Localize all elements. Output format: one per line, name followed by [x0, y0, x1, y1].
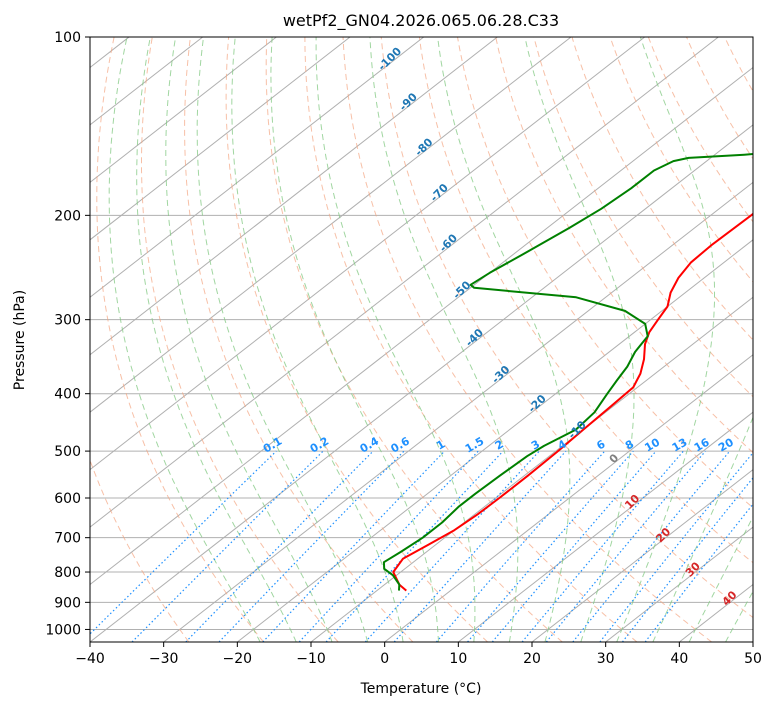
mixing-ratio-line	[325, 450, 504, 642]
moist-adiabat-line	[524, 37, 635, 642]
x-axis-label: Temperature (°C)	[360, 681, 482, 697]
mixing-ratio-line	[521, 450, 684, 642]
x-tick-label: −40	[75, 651, 105, 667]
dry-adiabat-line	[96, 37, 264, 642]
moist-adiabat-line	[136, 37, 297, 642]
moist-adiabat-line	[231, 37, 404, 642]
y-tick-label: 200	[54, 208, 81, 224]
y-tick-label: 500	[54, 444, 81, 460]
sounding-series	[382, 153, 753, 592]
dry-adiabat-line	[457, 37, 753, 509]
isotherm-line	[90, 37, 719, 528]
moist-adiabat-line	[652, 416, 753, 642]
isotherm-line	[90, 37, 425, 298]
y-tick-label: 300	[54, 313, 81, 329]
mixing-ratio-line	[218, 450, 405, 642]
dry-adiabat-line	[495, 37, 753, 454]
moist-adiabat-line	[270, 37, 439, 642]
isotherm-line	[384, 354, 753, 642]
x-tick-label: 20	[523, 651, 541, 667]
background-lines	[90, 37, 775, 642]
dry-adiabat-line	[265, 37, 563, 642]
moist-adiabat-line	[315, 37, 476, 642]
x-tick-label: 10	[449, 651, 467, 667]
isotherm-line	[90, 37, 351, 241]
y-tick-label: 900	[54, 595, 81, 611]
mixing-ratio-line	[90, 450, 277, 635]
y-tick-label: 600	[54, 491, 81, 507]
mixing-ratio-line	[621, 476, 753, 642]
dry-adiabat-line	[225, 37, 488, 642]
dry-adiabat-line	[418, 37, 753, 564]
dry-adiabat-line	[304, 37, 638, 642]
x-tick-label: 40	[670, 651, 688, 667]
y-axis-label: Pressure (hPa)	[12, 290, 28, 390]
x-tick-label: −20	[223, 651, 253, 667]
moist-adiabat-line	[165, 37, 333, 642]
mixing-ratio-line	[644, 503, 753, 642]
mixing-ratio-line	[364, 450, 540, 642]
dry-adiabat-line	[184, 37, 414, 642]
isotherm-line	[531, 469, 753, 642]
dry-adiabat-line	[763, 37, 775, 642]
isotherm-line	[458, 411, 753, 642]
y-tick-label: 100	[54, 30, 81, 46]
plot-background	[90, 37, 753, 642]
y-tick-label: 700	[54, 531, 81, 547]
moist-adiabat-line	[108, 37, 261, 642]
isotherm-line	[90, 37, 646, 471]
isotherm-line	[90, 66, 753, 586]
dry-adiabat-line	[141, 37, 339, 642]
y-axis: 100 200 300 400 500 600 700 800 900 1000	[45, 30, 90, 638]
y-tick-label: 1000	[45, 622, 81, 638]
mixing-ratio-line	[491, 450, 657, 642]
dewpoint-line	[382, 153, 753, 591]
chart-title: wetPf2_GN04.2026.065.06.28.C33	[283, 11, 559, 31]
y-tick-label: 400	[54, 387, 81, 403]
mixing-ratio-line	[131, 450, 324, 642]
x-tick-label: 50	[744, 651, 762, 667]
plot-frame	[89, 36, 754, 643]
mixing-ratio-line	[185, 450, 374, 642]
isotherm-line	[163, 181, 753, 642]
mixing-ratio-line	[545, 450, 706, 642]
isotherm-line	[605, 526, 753, 642]
moist-adiabat-line	[196, 37, 369, 642]
moist-adiabat-line	[616, 37, 715, 642]
isotherm-line	[90, 124, 753, 642]
moist-adiabat-line	[437, 37, 571, 642]
temperature-line	[392, 212, 753, 592]
isotherm-line	[90, 37, 277, 183]
mixing-ratio-line	[599, 451, 753, 642]
dry-adiabat-line	[380, 37, 753, 619]
x-axis: −40 −30 −20 −10 0 10 20 30 40 50	[75, 642, 762, 667]
x-tick-label: −10	[296, 651, 326, 667]
x-tick-label: 0	[380, 651, 389, 667]
isotherm-line	[752, 641, 753, 642]
isotherm-line	[90, 37, 572, 413]
isotherm-line	[90, 37, 498, 356]
dry-adiabat-line	[647, 37, 753, 223]
mixing-ratio-line	[572, 450, 731, 642]
isotherm-line	[237, 239, 753, 642]
x-tick-label: 30	[597, 651, 615, 667]
y-tick-label: 800	[54, 565, 81, 581]
dry-adiabat-line	[533, 37, 753, 398]
dry-adiabat-line	[342, 37, 713, 642]
x-tick-label: −30	[149, 651, 179, 667]
